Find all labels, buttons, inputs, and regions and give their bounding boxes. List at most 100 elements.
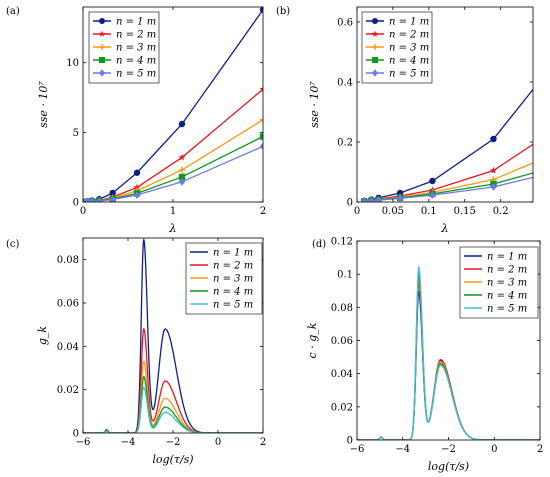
y-tick-label: 0.02	[331, 402, 353, 413]
legend: n = 1 m n = 2 m n = 3 m n = 4 m n = 5 m	[88, 11, 160, 84]
legend-label: n = 3 m	[213, 274, 253, 285]
x-tick-label: 0	[80, 206, 86, 217]
series-line-3	[83, 360, 263, 433]
marker-star	[178, 153, 186, 161]
y-tick-label: 0.04	[331, 369, 353, 380]
marker-star	[489, 166, 498, 174]
marker-star	[259, 85, 263, 93]
x-tick-label: −4	[121, 437, 136, 448]
x-tick-label: 0	[215, 437, 221, 448]
legend-label: n = 5 m	[213, 300, 253, 311]
legend-label: n = 3 m	[487, 278, 527, 289]
marker-star	[371, 30, 379, 37]
legend-label: n = 4 m	[389, 56, 429, 67]
y-tick-label: 0.1	[337, 270, 353, 281]
y-tick-label: 0	[347, 436, 353, 447]
marker-diamond	[133, 191, 141, 199]
legend: n = 1 m n = 2 m n = 3 m n = 4 m n = 5 m	[185, 242, 263, 315]
y-axis-label: sse · 10⁷	[308, 81, 321, 128]
legend-label: n = 3 m	[389, 43, 429, 54]
marker-diamond	[96, 197, 103, 202]
legend-label: n = 1 m	[389, 17, 429, 28]
x-tick-label: 0.1	[421, 206, 437, 217]
x-tick-label: −4	[395, 444, 410, 455]
marker-circle	[133, 169, 141, 176]
marker-circle	[429, 177, 436, 185]
marker-diamond	[429, 191, 436, 199]
marker-diamond	[490, 183, 497, 191]
marker-diamond	[360, 197, 368, 202]
legend-label: n = 4 m	[116, 56, 156, 67]
y-tick-label: 0.6	[337, 18, 353, 29]
series-line-2	[83, 327, 263, 433]
x-tick-label: −6	[350, 444, 365, 455]
x-axis-label: log(τ/s)	[152, 453, 193, 466]
panel-label: (d)	[312, 239, 326, 250]
marker-square	[533, 169, 539, 175]
legend-label: n = 5 m	[116, 69, 156, 80]
x-tick-label: 0	[491, 444, 497, 455]
marker-diamond	[396, 194, 404, 202]
marker-square	[99, 57, 105, 63]
marker-circle	[372, 18, 378, 24]
marker-circle	[490, 135, 497, 143]
marker-diamond	[178, 178, 186, 186]
x-tick-label: 0.2	[493, 206, 509, 217]
legend-label: n = 1 m	[116, 17, 156, 28]
marker-diamond	[259, 142, 263, 151]
marker-circle	[109, 189, 116, 197]
panel-label: (c)	[6, 239, 20, 250]
series-line-4	[83, 375, 263, 433]
marker-circle	[99, 18, 105, 24]
marker-diamond	[109, 195, 116, 202]
legend-label: n = 5 m	[389, 69, 429, 80]
series-group	[360, 82, 539, 202]
marker-circle	[259, 7, 263, 13]
legend-label: n = 1 m	[487, 252, 527, 263]
x-tick-label: 2	[260, 206, 266, 217]
marker-circle	[178, 120, 186, 128]
y-axis-label: c · g_k	[306, 322, 319, 358]
marker-diamond	[375, 196, 382, 202]
marker-diamond	[368, 197, 375, 202]
marker-diamond	[84, 197, 91, 202]
legend-label: n = 1 m	[213, 248, 253, 259]
marker-circle	[533, 82, 539, 88]
panel-b: (b) 0 0.05 0.1 0.15 0.2 0 0.2 0.4 0.6 λ sse · 10⁷ n …	[276, 6, 539, 235]
plot-frame	[356, 6, 534, 203]
legend: n = 1 m n = 2 m n = 3 m n = 4 m n = 5 m	[361, 11, 433, 84]
y-tick-label: 5	[73, 128, 79, 139]
y-tick-label: 10	[66, 58, 79, 69]
marker-plus	[533, 158, 539, 164]
y-tick-label: 0	[347, 198, 353, 209]
panel-label: (b)	[276, 6, 290, 17]
panel-a: (a) 0 1 2 0 5 10 λ sse · 10⁷ n = 1 m n = 2 m n = 3 …	[6, 6, 266, 235]
x-axis-label: λ	[441, 222, 449, 235]
marker-square	[372, 57, 378, 63]
y-tick-label: 0.02	[57, 385, 79, 396]
x-axis-label: log(τ/s)	[428, 460, 469, 473]
y-tick-label: 0.4	[337, 78, 353, 89]
y-tick-label: 0	[73, 429, 79, 440]
series-line-2	[84, 88, 263, 202]
marker-star	[98, 30, 106, 37]
series-line-5	[357, 265, 540, 440]
legend-label: n = 4 m	[213, 287, 253, 298]
y-axis-label: g_k	[36, 326, 49, 346]
marker-diamond	[88, 197, 96, 202]
panel-d: (d) −6 −4 −2 0 2 0 0.02 0.04 0.06 0.08 0.1 0.12 log(τ…	[306, 237, 543, 474]
series-group	[83, 238, 263, 433]
x-tick-label: 1	[170, 206, 176, 217]
y-tick-label: 0	[73, 198, 79, 209]
x-tick-label: 0.15	[454, 206, 476, 217]
panel-c: (c) −6 −4 −2 0 2 0 0.02 0.04 0.06 0.08 log(τ/s) g_k n…	[6, 237, 266, 466]
y-tick-label: 0.04	[57, 342, 79, 353]
marker-diamond	[533, 173, 539, 181]
x-tick-label: 2	[260, 437, 266, 448]
y-tick-label: 0.12	[331, 237, 353, 248]
y-tick-label: 0.06	[57, 299, 79, 310]
marker-plus	[259, 116, 263, 124]
x-tick-label: 0.05	[382, 206, 404, 217]
x-tick-label: −2	[441, 444, 456, 455]
